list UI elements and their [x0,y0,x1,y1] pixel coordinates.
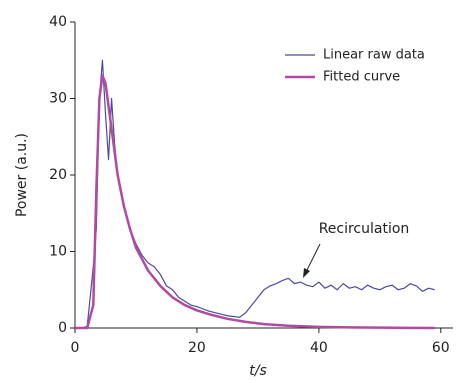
x-tick-label: 20 [188,340,206,356]
x-tick-label: 60 [432,340,450,356]
legend-label: Fitted curve [323,70,400,85]
y-tick-label: 10 [49,244,67,260]
x-tick-label: 40 [310,340,328,356]
legend-label: Linear raw data [323,48,425,63]
annotation-arrowhead [303,268,310,278]
data-line [75,74,435,330]
data-line [75,59,435,329]
y-tick-label: 30 [49,91,67,107]
annotation: Recirculation [319,221,410,237]
y-tick-label: 0 [58,320,67,336]
y-axis-label: Power (a.u.) [14,133,30,217]
x-tick-label: 0 [71,340,80,356]
y-tick-label: 20 [49,167,67,183]
y-tick-label: 40 [49,14,67,30]
annotation-arrow [305,243,321,273]
x-axis-label: t/s [249,363,267,379]
